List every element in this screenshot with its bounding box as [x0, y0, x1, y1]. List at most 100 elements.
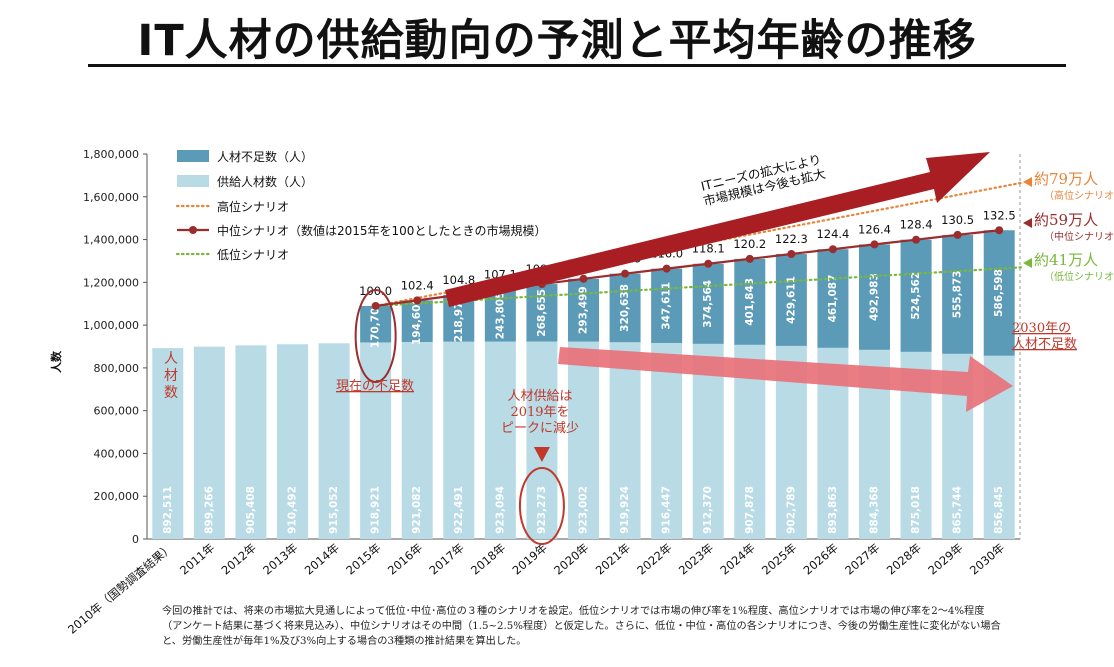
x-tick-label: 2022年: [634, 541, 674, 578]
supply-value-label: 922,491: [453, 486, 465, 534]
x-tick-label: 2013年: [260, 541, 300, 578]
shortage-bar: [942, 234, 974, 354]
title-underline: [88, 64, 1066, 67]
big-arrow-text: ITニーズの拡大により市場規模は今後も拡大: [698, 151, 827, 208]
x-tick-label: 2027年: [842, 541, 882, 578]
supply-vertical-char: 人: [164, 351, 178, 367]
scenario-pointer: [1023, 218, 1032, 228]
scenario-sub: （低位シナリオ）: [1044, 270, 1114, 283]
scenario-amount: 約59万人: [1034, 211, 1098, 229]
supply-value-label: 921,082: [411, 486, 423, 534]
x-tick-label: 2018年: [468, 541, 508, 578]
shortage-value-label: 401,843: [744, 278, 756, 326]
x-tick-label: 2015年: [343, 541, 383, 578]
shortage-bar: [817, 249, 849, 348]
big-arrow: [445, 152, 990, 307]
market-index-label: 124.4: [816, 227, 849, 241]
shortage-value-label: 268,655: [536, 289, 548, 337]
mid-scenario-marker: [870, 240, 879, 249]
shortage-bar: [651, 268, 683, 343]
y-tick-label: 800,000: [94, 362, 140, 375]
supply-bar: [526, 341, 558, 539]
x-tick-label: 2017年: [426, 541, 466, 578]
mid-scenario-marker: [787, 250, 796, 259]
shortage-value-label: 293,499: [578, 286, 590, 334]
supply-value-label: 865,744: [952, 486, 964, 534]
shortage-value-label: 429,611: [785, 276, 797, 324]
supply-bar: [568, 341, 599, 539]
peak-arrow: [533, 447, 550, 462]
supply-value-label: 923,002: [578, 486, 590, 534]
market-index-label: 104.8: [442, 273, 475, 287]
scenario-amount: 約41万人: [1034, 251, 1098, 269]
market-index-label: 130.5: [941, 213, 974, 227]
supply-value-label: 884,368: [869, 486, 881, 534]
shortage-value-label: 347,611: [661, 282, 673, 330]
supply-value-label: 923,094: [494, 486, 506, 534]
supply-bar: [193, 346, 225, 539]
market-index-label: 102.4: [401, 278, 434, 292]
y-tick-label: 1,400,000: [83, 234, 139, 247]
supply-value-label: 915,052: [328, 486, 340, 534]
mid-scenario-marker: [704, 259, 713, 268]
shortage-bar: [609, 273, 641, 343]
shortage-bar: [775, 254, 807, 346]
supply-bar: [401, 341, 433, 539]
x-tick-label: 2030年: [967, 541, 1007, 578]
x-tick-label: 2026年: [801, 541, 841, 578]
shortage-bar: [859, 244, 890, 350]
supply-value-label: 912,370: [702, 486, 714, 534]
peak-annotation-text: 人材供給は 2019年をピークに減少: [501, 389, 579, 436]
legend-label-mid: 中位シナリオ（数値は2015年を100としたときの市場規模）: [217, 223, 546, 238]
mid-scenario-marker: [371, 301, 380, 310]
mid-scenario-marker: [995, 226, 1004, 235]
scenario-amount: 約79万人: [1034, 170, 1098, 188]
scenario-pointer: [1023, 258, 1032, 268]
supply-value-label: 893,863: [827, 486, 839, 534]
legend-swatch-mid-marker: [189, 226, 197, 234]
shortage-value-label: 492,983: [869, 273, 881, 321]
market-index-label: 126.4: [858, 222, 891, 236]
scenario-pointer: [1023, 177, 1032, 187]
supply-bar: [152, 348, 184, 539]
x-tick-label: 2023年: [676, 541, 716, 578]
supply-value-label: 918,921: [370, 486, 382, 534]
shortage-value-label: 218,976: [453, 294, 465, 342]
x-tick-label: 2028年: [884, 541, 924, 578]
shortage-bar: [526, 284, 558, 342]
supply-bar: [443, 341, 475, 539]
supply-bar: [235, 345, 267, 539]
x-tick-label: 2021年: [593, 541, 633, 578]
mid-scenario-marker: [621, 269, 630, 278]
supply-bar: [318, 343, 350, 539]
y-tick-label: 0: [132, 533, 139, 546]
supply-value-label: 875,018: [910, 486, 922, 534]
mid-scenario-marker: [828, 245, 837, 254]
shortage-value-label: 586,598: [993, 269, 1005, 317]
shortage-value-label: 194,608: [411, 297, 423, 345]
peak-ellipse: [518, 467, 565, 545]
x-tick-label: 2025年: [759, 541, 799, 578]
supply-value-label: 899,266: [203, 486, 215, 534]
mid-scenario-marker: [745, 254, 754, 263]
x-tick-label: 2020年: [551, 541, 591, 578]
supply-value-label: 910,492: [287, 486, 299, 534]
supply-bar: [651, 342, 683, 539]
x-tick-label: 2016年: [385, 541, 425, 578]
x-tick-label: 2011年: [177, 541, 217, 578]
y-tick-label: 1,200,000: [83, 276, 139, 289]
supply-vertical-char: 材: [164, 368, 178, 384]
market-index-label: 128.4: [900, 218, 933, 232]
y-tick-label: 600,000: [94, 405, 140, 418]
supply-value-label: 892,511: [162, 486, 174, 534]
supply-value-label: 923,273: [536, 486, 548, 534]
shortage-2030-label: 2030年の人材不足数: [1012, 321, 1077, 352]
shortage-value-label: 243,805: [494, 292, 506, 340]
current-shortage-ellipse: [354, 289, 397, 383]
market-index-label: 120.2: [733, 237, 766, 251]
scenario-sub: （中位シナリオ）: [1044, 230, 1114, 243]
shortage-value-label: 555,873: [952, 270, 964, 318]
current-shortage-label: 現在の不足数: [336, 379, 414, 394]
shortage-value-label: 170,700: [370, 300, 382, 348]
